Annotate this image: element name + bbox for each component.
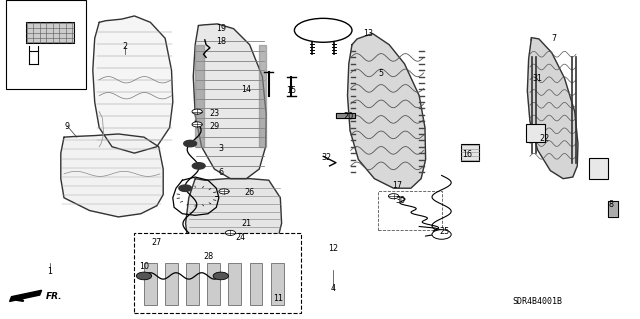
Bar	[271, 263, 284, 305]
Polygon shape	[336, 113, 355, 118]
Circle shape	[192, 122, 202, 127]
Circle shape	[213, 272, 228, 280]
Polygon shape	[186, 179, 282, 270]
Text: 24: 24	[235, 233, 245, 242]
Text: 23: 23	[209, 109, 220, 118]
Circle shape	[136, 272, 152, 280]
Bar	[228, 263, 241, 305]
Polygon shape	[26, 22, 74, 43]
Text: 9: 9	[65, 122, 70, 130]
Circle shape	[184, 140, 196, 147]
Text: 11: 11	[273, 294, 284, 303]
Bar	[207, 263, 220, 305]
Text: 3: 3	[218, 144, 223, 153]
Circle shape	[225, 230, 236, 235]
Text: 10: 10	[139, 262, 149, 271]
Circle shape	[219, 189, 229, 194]
Circle shape	[192, 109, 202, 114]
Text: 32: 32	[321, 153, 332, 162]
Text: 30: 30	[395, 197, 405, 205]
Polygon shape	[61, 134, 163, 217]
Polygon shape	[608, 201, 618, 217]
Text: 14: 14	[241, 85, 252, 94]
Polygon shape	[93, 16, 173, 153]
Text: 8: 8	[609, 200, 614, 209]
Text: 4: 4	[330, 284, 335, 293]
Text: 22: 22	[539, 134, 549, 143]
Circle shape	[432, 230, 451, 239]
Text: 20: 20	[344, 112, 354, 121]
Circle shape	[179, 185, 191, 191]
Text: 31: 31	[532, 74, 543, 83]
Text: 28: 28	[203, 252, 213, 261]
Bar	[589, 158, 608, 179]
Text: FR.: FR.	[46, 292, 63, 300]
Text: 13: 13	[363, 29, 373, 38]
Text: 2: 2	[122, 42, 127, 51]
Bar	[6, 0, 86, 89]
Polygon shape	[259, 45, 266, 147]
Text: 21: 21	[241, 219, 252, 228]
Text: SDR4B4001B: SDR4B4001B	[513, 297, 563, 306]
Text: 29: 29	[209, 122, 220, 130]
Bar	[134, 233, 301, 313]
Text: 25: 25	[440, 227, 450, 236]
Polygon shape	[195, 45, 204, 147]
Text: 27: 27	[152, 238, 162, 247]
Text: 19: 19	[216, 24, 226, 33]
Text: 12: 12	[328, 244, 338, 253]
Polygon shape	[193, 24, 266, 179]
Text: 17: 17	[392, 181, 402, 189]
Bar	[526, 124, 545, 142]
Bar	[378, 191, 442, 230]
Text: 5: 5	[378, 69, 383, 78]
Ellipse shape	[294, 19, 352, 42]
Text: 6: 6	[218, 168, 223, 177]
Circle shape	[193, 163, 205, 169]
Bar	[461, 144, 479, 161]
Text: 1: 1	[47, 267, 52, 276]
Polygon shape	[527, 38, 578, 179]
Circle shape	[388, 194, 399, 199]
Text: 7: 7	[551, 34, 556, 43]
Bar	[144, 263, 157, 305]
Bar	[186, 263, 199, 305]
Text: 15: 15	[286, 86, 296, 95]
Text: 18: 18	[216, 37, 226, 46]
Polygon shape	[10, 290, 42, 301]
Bar	[165, 263, 178, 305]
Text: 16: 16	[462, 150, 472, 159]
Bar	[250, 263, 262, 305]
Polygon shape	[348, 33, 426, 188]
Text: 26: 26	[244, 189, 255, 197]
